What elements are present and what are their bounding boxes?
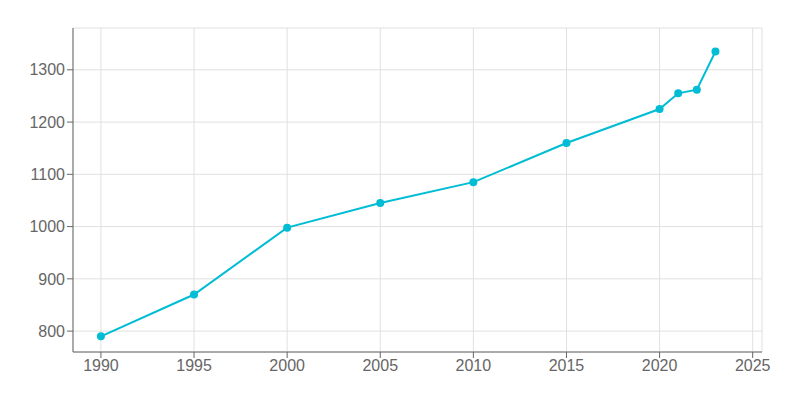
svg-text:1200: 1200	[29, 114, 65, 131]
svg-text:2020: 2020	[642, 357, 678, 374]
svg-text:1300: 1300	[29, 61, 65, 78]
svg-text:2015: 2015	[549, 357, 585, 374]
svg-text:800: 800	[38, 323, 65, 340]
svg-text:2025: 2025	[735, 357, 771, 374]
svg-text:1100: 1100	[31, 166, 66, 183]
svg-text:2000: 2000	[269, 357, 305, 374]
svg-text:2005: 2005	[362, 357, 398, 374]
svg-text:1990: 1990	[83, 357, 119, 374]
svg-text:900: 900	[38, 271, 65, 288]
svg-text:1000: 1000	[29, 218, 65, 235]
svg-text:2010: 2010	[456, 357, 492, 374]
svg-text:1995: 1995	[176, 357, 212, 374]
